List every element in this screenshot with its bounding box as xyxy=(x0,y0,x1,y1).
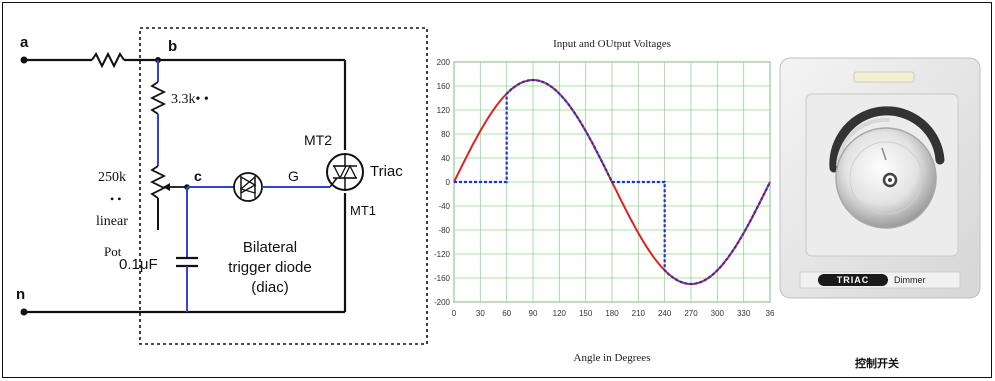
capacitor-label: 0.1μF xyxy=(119,256,158,273)
resistor-3k3-label: 3.3k• • xyxy=(171,92,209,107)
output-voltage-line xyxy=(454,78,771,286)
dial-scale-arc xyxy=(829,106,945,173)
dimmer-switch-photo xyxy=(779,57,981,299)
y-tick-label: 80 xyxy=(441,130,450,139)
triac-badge xyxy=(818,274,888,286)
x-tick-label: 0 xyxy=(452,309,457,318)
x-tick-label: 120 xyxy=(553,309,567,318)
y-tick-label: -40 xyxy=(438,202,450,211)
diac-caption: Bilateral trigger diode (diac) xyxy=(210,238,330,298)
y-tick-label: 0 xyxy=(446,178,451,187)
chart-x-axis-label: Angle in Degrees xyxy=(573,352,651,364)
diac-symbol xyxy=(233,172,263,202)
node-n-label: n xyxy=(16,286,26,303)
x-tick-label: 180 xyxy=(605,309,619,318)
x-tick-label: 90 xyxy=(529,309,538,318)
pot-wiper-arrow xyxy=(163,183,170,191)
x-tick-label: 30 xyxy=(476,309,485,318)
y-tick-label: -120 xyxy=(434,250,451,259)
triac-label: Triac xyxy=(370,163,403,180)
x-tick-label: 210 xyxy=(632,309,646,318)
y-tick-label: 160 xyxy=(437,82,451,91)
y-tick-label: 120 xyxy=(437,106,451,115)
dimmer-circuit-diagram xyxy=(20,27,428,345)
node-b-label: b xyxy=(168,38,178,55)
x-tick-label: 330 xyxy=(737,309,751,318)
x-tick-label: 300 xyxy=(711,309,725,318)
x-tick-label: 150 xyxy=(579,309,593,318)
x-tick-label: 60 xyxy=(502,309,511,318)
node-a-label: a xyxy=(20,34,29,51)
y-tick-label: 40 xyxy=(441,154,450,163)
node-c-label: c xyxy=(194,168,202,184)
voltage-chart: 0 30 60 90 120 150 180 210 240 270 300 330 36 200 160 1… xyxy=(434,58,775,318)
diac-caption-line-2: trigger diode xyxy=(228,259,312,276)
y-tick-label: -200 xyxy=(434,298,451,307)
series-resistor xyxy=(91,51,125,69)
chart-title: Input and OUtput Voltages xyxy=(553,38,671,50)
mt2-label: MT2 xyxy=(304,132,332,148)
pot-word-label: Pot xyxy=(104,244,122,259)
dimmer-badge-text: Dimmer xyxy=(894,275,926,285)
x-tick-label: 36 xyxy=(766,309,775,318)
y-tick-label: -80 xyxy=(438,226,450,235)
y-tick-label: 200 xyxy=(437,58,451,67)
potentiometer xyxy=(149,165,167,199)
diac-caption-line-1: Bilateral xyxy=(242,239,298,256)
resistor-3k3 xyxy=(149,81,167,115)
pot-dots: • • xyxy=(110,192,122,206)
x-tick-label: 240 xyxy=(658,309,672,318)
pot-value-label: 250k xyxy=(98,170,126,185)
mt1-label: MT1 xyxy=(350,203,376,218)
triac-badge-text: TRIAC xyxy=(836,275,870,285)
pot-type-label: linear xyxy=(96,214,128,229)
x-tick-label: 270 xyxy=(684,309,698,318)
photo-caption: 控制开关 xyxy=(855,357,899,370)
gate-label: G xyxy=(288,168,299,184)
y-tick-label: -160 xyxy=(434,274,451,283)
enclosure-box xyxy=(139,27,428,345)
diac-caption-line-3: (diac) xyxy=(251,279,289,296)
indicator-window xyxy=(853,71,915,83)
